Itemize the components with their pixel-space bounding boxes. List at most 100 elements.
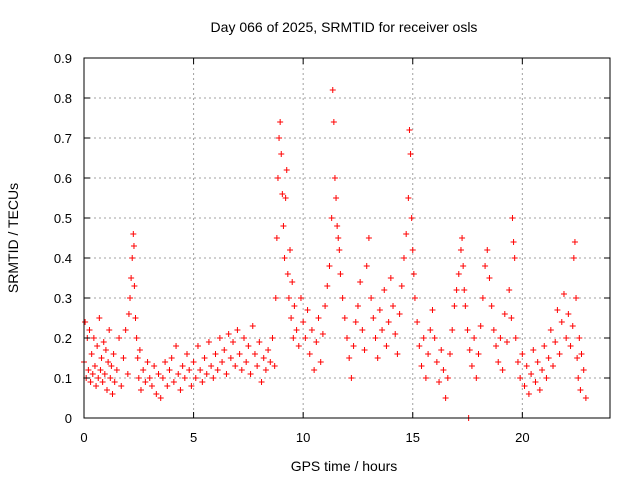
data-point xyxy=(565,311,572,317)
y-tick-label: 0.8 xyxy=(54,91,72,106)
data-point xyxy=(418,363,425,369)
data-point xyxy=(137,387,144,393)
data-point xyxy=(339,295,346,301)
data-point xyxy=(333,195,340,201)
data-point xyxy=(348,375,355,381)
data-point xyxy=(357,279,364,285)
data-point xyxy=(346,355,353,361)
data-point xyxy=(86,327,93,333)
data-point xyxy=(280,223,287,229)
data-point xyxy=(131,283,138,289)
data-point xyxy=(94,343,101,349)
data-point xyxy=(288,315,295,321)
data-point xyxy=(359,327,366,333)
data-point xyxy=(101,371,108,377)
data-point xyxy=(238,367,245,373)
data-point xyxy=(392,331,399,337)
data-point xyxy=(558,319,565,325)
data-point xyxy=(482,263,489,269)
x-tick-label: 5 xyxy=(190,430,197,445)
data-point xyxy=(459,235,466,241)
data-point xyxy=(530,347,537,353)
data-point xyxy=(212,351,219,357)
data-point xyxy=(306,351,313,357)
data-point xyxy=(153,391,160,397)
data-point xyxy=(254,363,261,369)
data-point xyxy=(289,279,296,285)
data-point xyxy=(290,335,297,341)
y-ticks: 0 0.1 0.2 0.3 0.4 0.5 0.6 0.7 0.8 0.9 xyxy=(54,51,610,426)
data-point xyxy=(282,195,289,201)
data-point xyxy=(403,231,410,237)
data-point xyxy=(501,311,508,317)
data-point xyxy=(240,335,247,341)
data-point xyxy=(486,275,493,281)
data-point xyxy=(372,335,379,341)
data-point xyxy=(541,343,548,349)
data-point xyxy=(479,295,486,301)
data-point xyxy=(251,351,258,357)
data-point xyxy=(508,315,515,321)
data-point xyxy=(186,367,193,373)
data-point xyxy=(455,271,462,277)
data-point xyxy=(554,307,561,313)
data-point xyxy=(104,387,111,393)
data-point xyxy=(276,135,283,141)
data-point xyxy=(493,343,500,349)
data-point xyxy=(214,367,221,373)
data-point xyxy=(512,335,519,341)
data-point xyxy=(110,351,117,357)
y-tick-label: 0.6 xyxy=(54,171,72,186)
data-point xyxy=(245,343,252,349)
data-point xyxy=(199,379,206,385)
data-point xyxy=(376,307,383,313)
data-point xyxy=(232,363,239,369)
data-point xyxy=(313,339,320,345)
data-point xyxy=(322,303,329,309)
data-point xyxy=(336,247,343,253)
data-point xyxy=(567,343,574,349)
data-point xyxy=(406,127,413,133)
y-axis-label: SRMTID / TECUs xyxy=(5,183,21,293)
data-point xyxy=(125,311,132,317)
data-point xyxy=(300,319,307,325)
data-point xyxy=(525,391,532,397)
data-point xyxy=(269,335,276,341)
data-point xyxy=(90,335,97,341)
data-points xyxy=(81,87,589,421)
data-point xyxy=(473,375,480,381)
data-point xyxy=(451,303,458,309)
data-point xyxy=(341,315,348,321)
data-point xyxy=(519,351,526,357)
data-point xyxy=(283,167,290,173)
data-point xyxy=(247,371,254,377)
data-point xyxy=(573,295,580,301)
data-point xyxy=(488,303,495,309)
data-point xyxy=(221,347,228,353)
y-tick-label: 0.4 xyxy=(54,251,72,266)
data-point xyxy=(265,347,272,353)
data-point xyxy=(243,359,250,365)
data-point xyxy=(514,359,521,365)
data-point xyxy=(484,247,491,253)
data-point xyxy=(464,327,471,333)
data-point xyxy=(580,367,587,373)
data-point xyxy=(543,375,550,381)
data-point xyxy=(416,343,423,349)
data-point xyxy=(574,355,581,361)
data-point xyxy=(387,275,394,281)
data-point xyxy=(405,195,412,201)
data-point xyxy=(453,287,460,293)
data-point xyxy=(133,335,140,341)
data-point xyxy=(334,223,341,229)
data-point xyxy=(528,371,535,377)
data-point xyxy=(398,283,405,289)
data-point xyxy=(556,351,563,357)
data-point xyxy=(330,119,337,125)
data-point xyxy=(249,323,256,329)
data-point xyxy=(462,303,469,309)
data-point xyxy=(132,315,139,321)
data-point xyxy=(155,371,162,377)
data-point xyxy=(368,295,375,301)
data-point xyxy=(225,331,232,337)
